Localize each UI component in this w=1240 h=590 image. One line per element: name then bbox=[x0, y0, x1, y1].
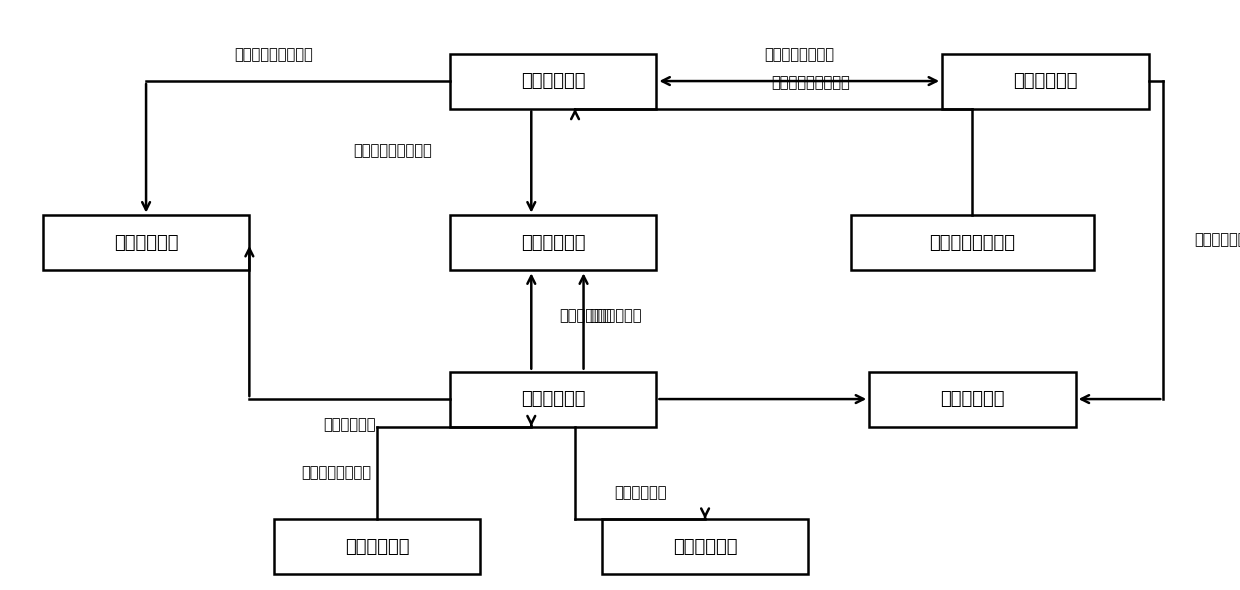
Bar bbox=[601, 519, 808, 574]
Bar bbox=[450, 372, 656, 427]
Bar bbox=[942, 54, 1148, 109]
Text: 数据采集模块: 数据采集模块 bbox=[345, 537, 409, 556]
Text: 表单关联、状态更新: 表单关联、状态更新 bbox=[234, 48, 312, 63]
Bar bbox=[42, 215, 249, 270]
Text: 资源使用信息同步: 资源使用信息同步 bbox=[764, 48, 835, 63]
Bar bbox=[450, 54, 656, 109]
Text: 资源使用信息: 资源使用信息 bbox=[1194, 232, 1240, 248]
Text: 表单关联、状态更新: 表单关联、状态更新 bbox=[771, 75, 849, 90]
Text: 流程管理模块: 流程管理模块 bbox=[521, 72, 585, 90]
Text: 资源管理模块: 资源管理模块 bbox=[1013, 72, 1078, 90]
Text: 结束信息同步: 结束信息同步 bbox=[589, 308, 642, 323]
Text: 独立报警模块: 独立报警模块 bbox=[521, 234, 585, 252]
Text: 获取设备实时数据: 获取设备实时数据 bbox=[301, 466, 371, 480]
Text: 设备控制模块: 设备控制模块 bbox=[673, 537, 738, 556]
Text: 表单关联、状态更新: 表单关联、状态更新 bbox=[353, 143, 432, 158]
Bar bbox=[869, 372, 1076, 427]
Text: 信息展示模块: 信息展示模块 bbox=[940, 390, 1004, 408]
Text: 试验准备模块: 试验准备模块 bbox=[114, 234, 179, 252]
Bar bbox=[851, 215, 1094, 270]
Text: 数据处理模块: 数据处理模块 bbox=[521, 390, 585, 408]
Text: 下发程序文件: 下发程序文件 bbox=[614, 486, 666, 500]
Text: 准备信息同步: 准备信息同步 bbox=[324, 418, 376, 432]
Text: 过程信息同步: 过程信息同步 bbox=[559, 308, 611, 323]
Bar bbox=[450, 215, 656, 270]
Text: 试验报告处理模块: 试验报告处理模块 bbox=[930, 234, 1016, 252]
Bar bbox=[274, 519, 480, 574]
